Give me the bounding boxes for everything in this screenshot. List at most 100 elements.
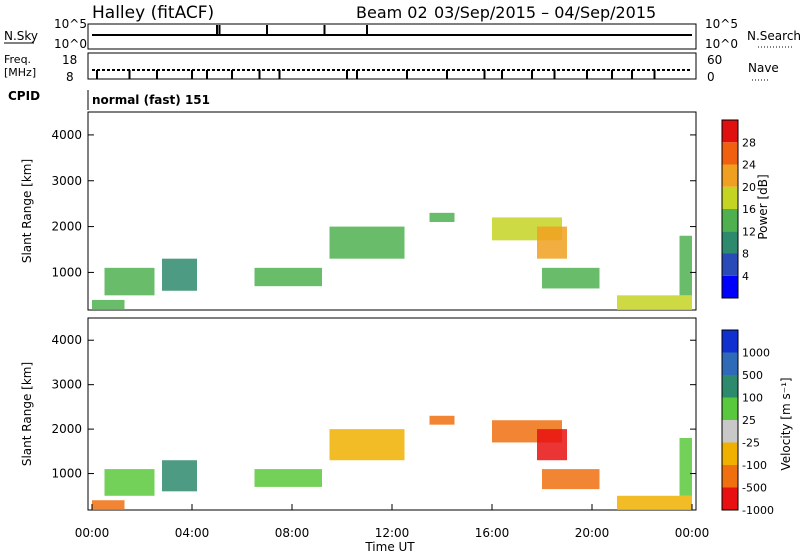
colorbar-tick-label: -500	[742, 482, 767, 495]
data-region	[429, 212, 455, 222]
colorbar-tick-label: 16	[742, 203, 756, 216]
nsky-top: 10^5	[54, 17, 87, 31]
power-ylabel: Slant Range [km]	[20, 159, 34, 263]
nave-label: Nave	[748, 61, 779, 75]
data-region	[542, 267, 600, 289]
x-tick-label: 16:00	[475, 526, 510, 540]
colorbar-swatch	[722, 487, 738, 510]
velocity-data	[92, 415, 692, 510]
x-tick-label: 20:00	[575, 526, 610, 540]
data-region	[329, 429, 405, 461]
colorbar-tick-label: 8	[742, 248, 749, 261]
colorbar-frame	[721, 329, 739, 511]
colorbar-swatch	[722, 465, 738, 488]
y-tick-label: 3000	[51, 174, 82, 188]
colorbar-swatch	[722, 164, 738, 187]
colorbar-swatch	[722, 397, 738, 420]
colorbar-swatch	[722, 253, 738, 276]
nsearch-label: N.Search	[747, 29, 800, 43]
x-tick-label: 12:00	[375, 526, 410, 540]
data-region	[679, 438, 692, 496]
x-ticks: 00:00 04:00 08:00 12:00 16:00 20:00 00:00	[75, 504, 710, 540]
x-tick-label: 08:00	[275, 526, 310, 540]
data-region	[162, 460, 197, 492]
data-region	[104, 267, 155, 296]
data-region	[537, 226, 567, 259]
velocity-ylabel: Slant Range [km]	[20, 362, 34, 466]
freq-label: Freq.	[4, 53, 31, 66]
colorbar-tick-label: 20	[742, 181, 756, 194]
nsky-spikes	[216, 25, 368, 35]
nsearch-top: 10^5	[705, 17, 738, 31]
cpid-value: normal (fast) 151	[92, 93, 210, 107]
freq-top: 18	[62, 53, 77, 67]
colorbar-swatch	[722, 142, 738, 165]
colorbar-swatch	[722, 442, 738, 465]
data-region	[542, 469, 600, 490]
x-tick-label: 00:00	[75, 526, 110, 540]
colorbar-swatch	[722, 375, 738, 398]
nave-spikes	[96, 70, 656, 79]
nave-top: 60	[707, 53, 722, 67]
x-axis-label: Time UT	[364, 540, 415, 554]
colorbar-swatch	[722, 231, 738, 254]
colorbar-tick-label: -100	[742, 459, 767, 472]
freq-unit: [MHz]	[4, 66, 36, 79]
data-region	[92, 500, 125, 510]
colorbar-tick-label: 12	[742, 225, 756, 238]
colorbar-swatch	[722, 330, 738, 353]
colorbar-swatch	[722, 352, 738, 375]
y-tick-label: 4000	[51, 128, 82, 142]
y-tick-label: 3000	[51, 378, 82, 392]
data-region	[537, 429, 567, 461]
velocity-yticks: 1000 2000 3000 4000	[51, 333, 696, 481]
power-yticks: 1000 2000 3000 4000	[51, 128, 696, 279]
data-region	[254, 469, 322, 487]
freq-panel	[87, 52, 697, 80]
date-range: 03/Sep/2015 – 04/Sep/2015	[434, 3, 656, 22]
y-tick-label: 4000	[51, 333, 82, 347]
velocity-colorbar: 1000 500 100 25 -25 -100 -500 -1000	[721, 329, 774, 517]
data-region	[104, 469, 155, 496]
y-tick-label: 2000	[51, 220, 82, 234]
data-region	[429, 415, 455, 425]
colorbar-tick-label: 500	[742, 369, 763, 382]
colorbar-swatch	[722, 420, 738, 443]
data-region	[162, 258, 197, 291]
nsky-panel	[87, 23, 697, 50]
colorbar-tick-label: 4	[742, 270, 749, 283]
data-region	[617, 295, 692, 310]
colorbar-tick-label: 28	[742, 136, 756, 149]
freq-bottom: 8	[66, 70, 74, 84]
colorbar-tick-label: 1000	[742, 347, 770, 360]
colorbar-tick-label: 25	[742, 414, 756, 427]
station-title: Halley (fitACF)	[92, 3, 214, 23]
data-region	[92, 299, 125, 310]
power-colorbar: 4 8 12 16 20 24 28	[721, 119, 756, 299]
colorbar-tick-label: -1000	[742, 504, 774, 517]
colorbar-tick-label: -25	[742, 437, 760, 450]
colorbar-frame	[721, 119, 739, 299]
y-tick-label: 1000	[51, 265, 82, 279]
colorbar-swatch	[722, 120, 738, 143]
nsky-label: N.Sky	[4, 29, 38, 43]
data-region	[329, 226, 405, 259]
beam-label: Beam 02	[356, 3, 428, 22]
data-region	[617, 495, 692, 510]
colorbar-tick-label: 24	[742, 159, 756, 172]
colorbar-swatch	[722, 275, 738, 298]
nsearch-bottom: 10^0	[705, 37, 738, 51]
colorbar-swatch	[722, 186, 738, 209]
velocity-colorbar-label: Velocity [m s⁻¹]	[779, 377, 793, 470]
x-tick-label: 00:00	[675, 526, 710, 540]
data-region	[254, 267, 322, 287]
nsky-bottom: 10^0	[54, 37, 87, 51]
power-colorbar-label: Power [dB]	[756, 174, 770, 239]
data-region	[679, 235, 692, 296]
cpid-label: CPID	[8, 89, 40, 103]
colorbar-swatch	[722, 209, 738, 232]
nave-bottom: 0	[707, 70, 715, 84]
y-tick-label: 2000	[51, 422, 82, 436]
x-tick-label: 04:00	[175, 526, 210, 540]
